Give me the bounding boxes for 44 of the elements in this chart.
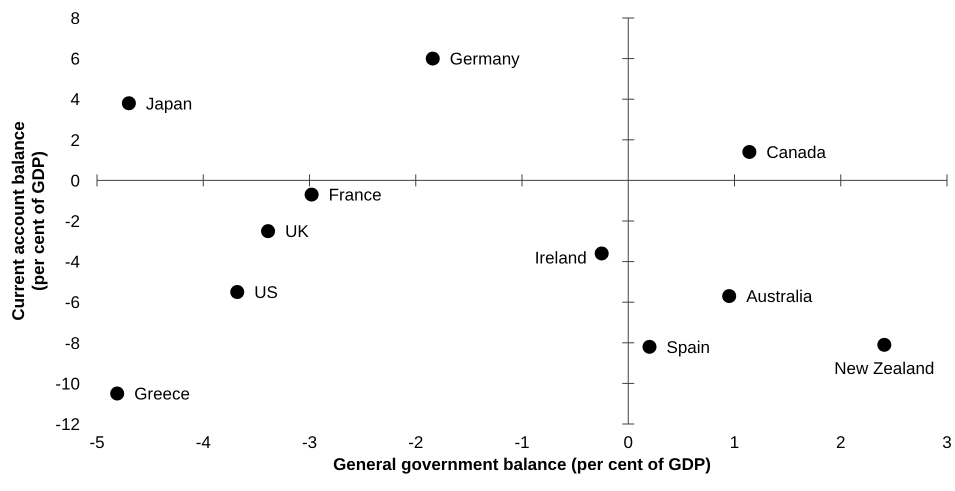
x-tick-label: -4 [196, 433, 211, 452]
y-tick-label: -12 [55, 415, 80, 434]
y-tick-label: 2 [70, 130, 80, 150]
y-tick-label: -8 [64, 334, 80, 353]
x-tick-label: 2 [836, 433, 846, 452]
x-tick-label: -2 [408, 433, 424, 452]
annotation: New Zealand [834, 358, 934, 378]
annotation: Japan [146, 94, 192, 114]
x-tick-label: 1 [730, 433, 740, 452]
annotation: Spain [666, 338, 710, 357]
x-tick-label: 0 [624, 433, 633, 452]
x-tick-label: -1 [514, 433, 530, 452]
x-tick-label: -3 [302, 433, 318, 452]
x-tick-label: 3 [942, 433, 952, 452]
y-tick-label: 4 [70, 90, 80, 110]
point [230, 285, 244, 300]
annotation: France [328, 186, 382, 205]
point [110, 386, 124, 401]
point [122, 96, 136, 110]
annotation: Ireland [534, 248, 587, 268]
y-tick-label: 8 [70, 9, 80, 28]
point [426, 52, 440, 66]
point [642, 340, 656, 354]
point [304, 188, 319, 202]
y-tick-label: -10 [55, 374, 80, 394]
y-tick-label: -2 [64, 212, 80, 231]
point [742, 144, 756, 159]
point [261, 224, 276, 238]
y-tick-label: 0 [70, 171, 80, 190]
x-axis-title: General government balance (per cent of GDP) [333, 455, 711, 474]
point [877, 338, 892, 352]
annotation: US [254, 283, 278, 302]
annotation: Germany [450, 50, 520, 69]
annotation: Australia [746, 287, 813, 306]
y-tick-label: -6 [64, 293, 80, 312]
annotation: UK [285, 222, 310, 242]
annotation: Canada [766, 142, 826, 162]
y-tick-label: 6 [70, 50, 80, 69]
point [722, 289, 736, 304]
annotation: Greece [134, 384, 190, 404]
x-tick-label: -5 [89, 433, 105, 452]
point [594, 246, 609, 260]
y-axis-title: Current account balance (per cent of GDP) [9, 121, 48, 321]
y-tick-label: -4 [64, 252, 80, 272]
